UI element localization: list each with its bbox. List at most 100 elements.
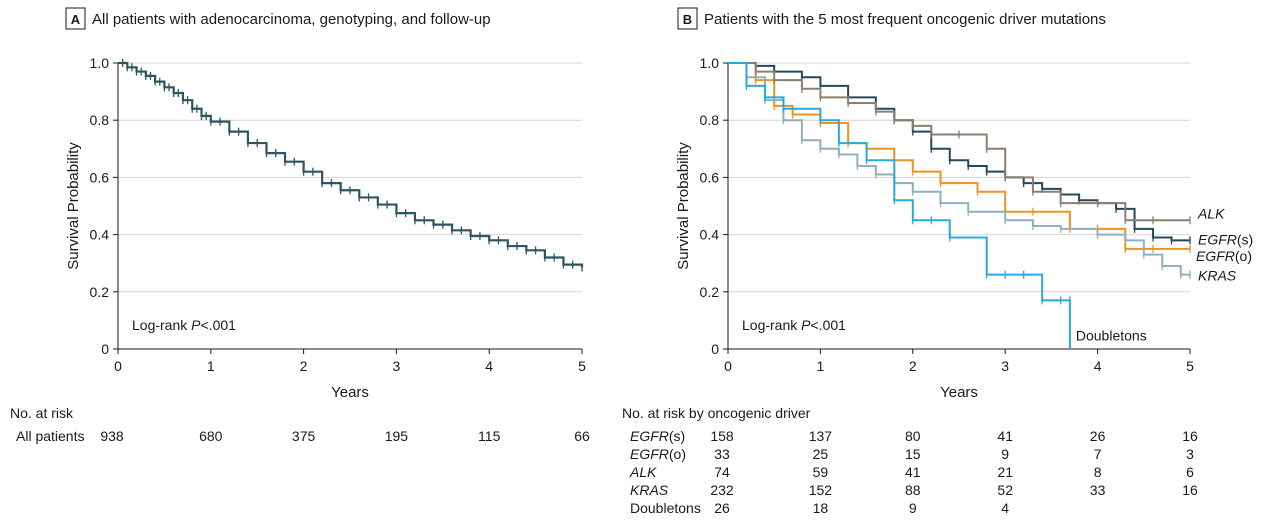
series-line-all [118, 61, 584, 268]
risk-row-label-gene: ALK [629, 464, 657, 480]
risk-value: 26 [1090, 428, 1106, 444]
panel-letter: A [71, 12, 81, 27]
series-label-kras-gene: KRAS [1198, 268, 1237, 284]
x-tick-label: 5 [1186, 358, 1194, 374]
log-rank-prefix: Log-rank [742, 317, 801, 333]
risk-row-label-suffix: (o) [669, 446, 686, 462]
risk-value: 938 [100, 428, 124, 444]
y-tick-label: 0.4 [700, 227, 720, 243]
risk-row-label-gene: KRAS [630, 482, 669, 498]
risk-value: 52 [997, 482, 1013, 498]
x-axis-label: Years [331, 384, 369, 401]
series-label-alk: ALK [1197, 205, 1225, 221]
risk-value: 15 [905, 446, 921, 462]
y-tick-label: 0.4 [90, 227, 110, 243]
risk-value: 18 [813, 500, 829, 516]
series-label-egfr-o-suffix: (o) [1235, 248, 1252, 264]
panel-b: B Patients with the 5 most frequent oncog… [622, 7, 1253, 516]
risk-value: 115 [478, 428, 501, 444]
risk-value: 8 [1094, 464, 1102, 480]
risk-row-label: All patients [16, 428, 84, 444]
series-label-egfr-s: EGFR(s) [1198, 231, 1253, 247]
risk-value: 680 [199, 428, 223, 444]
risk-value: 16 [1182, 428, 1198, 444]
series-label-egfr-s-suffix: (s) [1237, 231, 1253, 247]
risk-value: 41 [997, 428, 1013, 444]
x-tick-label: 1 [207, 358, 215, 374]
risk-value: 21 [997, 464, 1013, 480]
panel-letter: B [683, 12, 692, 27]
risk-value: 59 [813, 464, 829, 480]
log-rank-p: P [801, 317, 811, 333]
risk-row-label-gene: EGFR [630, 446, 669, 462]
risk-value: 9 [1001, 446, 1009, 462]
panel-letter-box [677, 7, 698, 30]
risk-row-label: EGFR(o) [630, 446, 686, 462]
series-label-kras: KRAS [1198, 268, 1237, 284]
series-label-egfr-o: EGFR(o) [1196, 248, 1252, 264]
panel-a: A All patients with adenocarcinoma, genot… [10, 7, 590, 444]
risk-value: 137 [809, 428, 833, 444]
risk-value: 375 [292, 428, 316, 444]
log-rank-value: <.001 [811, 317, 847, 333]
risk-value: 158 [710, 428, 734, 444]
risk-value: 16 [1182, 482, 1198, 498]
series-line-alk [728, 62, 1190, 222]
risk-value: 152 [809, 482, 833, 498]
risk-row-label-suffix: (s) [669, 428, 685, 444]
risk-row-label-gene: EGFR [630, 428, 669, 444]
x-tick-label: 4 [1094, 358, 1102, 374]
y-tick-label: 0.6 [700, 169, 720, 185]
risk-value: 26 [714, 500, 730, 516]
risk-value: 9 [909, 500, 917, 516]
y-axis-label: Survival Probability [65, 142, 82, 270]
series-label-egfr-o-gene: EGFR [1196, 248, 1235, 264]
log-rank-prefix: Log-rank [132, 317, 191, 333]
risk-value: 33 [1090, 482, 1106, 498]
y-tick-label: 0.2 [700, 284, 720, 300]
x-tick-label: 2 [909, 358, 917, 374]
y-tick-label: 0.8 [90, 112, 110, 128]
risk-row-label: ALK [629, 464, 657, 480]
risk-row-label: EGFR(s) [630, 428, 685, 444]
x-tick-label: 0 [724, 358, 732, 374]
risk-row-label: KRAS [630, 482, 669, 498]
panel-letter-box [65, 7, 86, 30]
x-tick-label: 3 [1001, 358, 1009, 374]
y-tick-label: 1.0 [90, 55, 110, 71]
risk-value: 66 [574, 428, 590, 444]
risk-value: 80 [905, 428, 921, 444]
x-tick-label: 4 [485, 358, 493, 374]
y-tick-label: 0.2 [90, 284, 110, 300]
chart-title: All patients with adenocarcinoma, genoty… [92, 11, 491, 28]
risk-row-label: Doubletons [630, 500, 701, 516]
y-tick-label: 1.0 [700, 55, 720, 71]
risk-value: 7 [1094, 446, 1102, 462]
risk-value: 41 [905, 464, 921, 480]
series-label-doubletons: Doubletons [1076, 327, 1147, 343]
risk-table-header: No. at risk by oncogenic driver [622, 405, 811, 421]
risk-value: 74 [714, 464, 730, 480]
y-axis-label: Survival Probability [675, 142, 692, 270]
y-tick-label: 0.6 [90, 169, 110, 185]
risk-value: 88 [905, 482, 921, 498]
chart-title: Patients with the 5 most frequent oncoge… [704, 11, 1106, 28]
y-tick-label: 0 [101, 341, 109, 357]
x-tick-label: 5 [578, 358, 586, 374]
risk-table-header: No. at risk [10, 405, 74, 421]
x-tick-label: 1 [817, 358, 825, 374]
risk-value: 232 [710, 482, 734, 498]
risk-value: 25 [813, 446, 829, 462]
risk-value: 4 [1001, 500, 1009, 516]
x-tick-label: 2 [300, 358, 308, 374]
risk-value: 195 [385, 428, 409, 444]
y-tick-label: 0 [711, 341, 719, 357]
x-tick-label: 0 [114, 358, 122, 374]
series-line-egfr-s [728, 62, 1190, 242]
log-rank-annotation: Log-rank P<.001 [742, 317, 846, 333]
x-axis-label: Years [940, 384, 978, 401]
log-rank-p: P [191, 317, 201, 333]
series-label-egfr-s-gene: EGFR [1198, 231, 1237, 247]
log-rank-annotation: Log-rank P<.001 [132, 317, 236, 333]
